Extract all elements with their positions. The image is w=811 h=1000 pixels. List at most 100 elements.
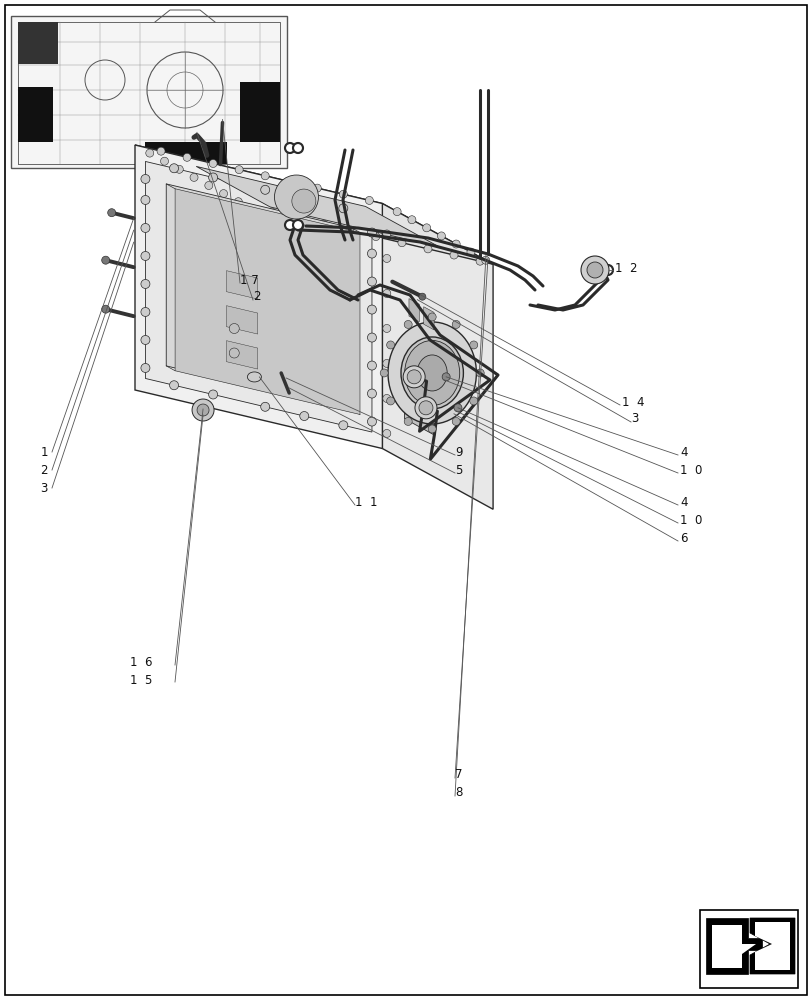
Circle shape — [397, 239, 406, 247]
Circle shape — [141, 307, 150, 316]
Circle shape — [141, 279, 150, 288]
Circle shape — [141, 174, 150, 183]
Circle shape — [437, 232, 445, 240]
Circle shape — [204, 182, 212, 190]
Circle shape — [141, 195, 150, 204]
Circle shape — [367, 361, 376, 370]
Ellipse shape — [388, 322, 476, 424]
Circle shape — [402, 366, 425, 388]
Text: 9: 9 — [454, 446, 462, 458]
Circle shape — [219, 190, 227, 198]
Circle shape — [470, 341, 477, 349]
Bar — [11, 16, 286, 168]
Circle shape — [146, 149, 153, 157]
Circle shape — [208, 173, 217, 182]
Polygon shape — [705, 918, 761, 974]
Circle shape — [169, 164, 178, 173]
Circle shape — [475, 257, 483, 265]
Circle shape — [192, 399, 214, 421]
Circle shape — [367, 277, 376, 286]
Circle shape — [261, 172, 269, 180]
Circle shape — [380, 369, 388, 377]
Circle shape — [190, 173, 198, 181]
Circle shape — [260, 402, 269, 411]
Bar — [240, 82, 280, 142]
Circle shape — [427, 425, 436, 433]
Text: 1 7: 1 7 — [240, 273, 259, 286]
Circle shape — [157, 147, 165, 155]
Text: 4: 4 — [679, 495, 687, 508]
Polygon shape — [382, 204, 492, 509]
Polygon shape — [423, 307, 434, 330]
Polygon shape — [226, 271, 257, 299]
Circle shape — [141, 363, 150, 372]
Text: 4: 4 — [679, 446, 687, 458]
Circle shape — [452, 240, 460, 248]
Circle shape — [285, 220, 294, 230]
Circle shape — [418, 293, 425, 300]
Circle shape — [338, 204, 347, 213]
Polygon shape — [226, 306, 257, 334]
Circle shape — [367, 333, 376, 342]
Bar — [699, 910, 797, 988]
Bar — [145, 142, 227, 164]
Text: 1  5: 1 5 — [130, 674, 152, 686]
Ellipse shape — [417, 355, 447, 391]
Polygon shape — [145, 161, 371, 432]
Circle shape — [287, 178, 295, 186]
Circle shape — [313, 184, 321, 192]
Circle shape — [367, 305, 376, 314]
Circle shape — [586, 262, 603, 278]
Circle shape — [442, 373, 449, 381]
Circle shape — [407, 216, 415, 224]
Circle shape — [229, 324, 239, 334]
Circle shape — [101, 305, 109, 313]
Text: 1  4: 1 4 — [621, 395, 644, 408]
Circle shape — [382, 230, 390, 238]
Circle shape — [209, 159, 217, 167]
Circle shape — [481, 256, 489, 264]
Circle shape — [367, 417, 376, 426]
Circle shape — [449, 251, 457, 259]
Bar — [18, 87, 53, 142]
Text: 3: 3 — [41, 482, 48, 494]
Circle shape — [229, 348, 239, 358]
Circle shape — [161, 157, 169, 165]
Circle shape — [299, 412, 308, 421]
Circle shape — [141, 251, 150, 260]
Circle shape — [594, 265, 604, 275]
Ellipse shape — [404, 340, 459, 405]
Text: 2: 2 — [253, 290, 260, 304]
Circle shape — [382, 359, 390, 367]
Circle shape — [453, 404, 461, 412]
Circle shape — [274, 175, 318, 219]
Text: 1: 1 — [41, 446, 48, 458]
Circle shape — [452, 320, 460, 328]
Circle shape — [475, 369, 483, 377]
Polygon shape — [754, 922, 789, 970]
Circle shape — [345, 226, 354, 234]
Text: 1  1: 1 1 — [354, 495, 377, 508]
Circle shape — [141, 223, 150, 232]
Circle shape — [299, 195, 308, 204]
Circle shape — [371, 233, 380, 241]
Circle shape — [141, 335, 150, 344]
Circle shape — [423, 245, 431, 253]
Text: 3: 3 — [630, 412, 637, 426]
Text: 1  2: 1 2 — [614, 261, 637, 274]
Circle shape — [414, 397, 436, 419]
Polygon shape — [404, 338, 434, 435]
Text: 1  0: 1 0 — [679, 464, 702, 477]
Circle shape — [427, 313, 436, 321]
Circle shape — [365, 196, 373, 204]
Text: 7: 7 — [454, 768, 462, 782]
Circle shape — [101, 256, 109, 264]
Circle shape — [182, 153, 191, 161]
Circle shape — [386, 341, 394, 349]
Circle shape — [418, 401, 432, 415]
Circle shape — [470, 397, 477, 405]
Circle shape — [452, 417, 460, 425]
Circle shape — [293, 143, 303, 153]
Circle shape — [386, 397, 394, 405]
Circle shape — [404, 320, 412, 328]
